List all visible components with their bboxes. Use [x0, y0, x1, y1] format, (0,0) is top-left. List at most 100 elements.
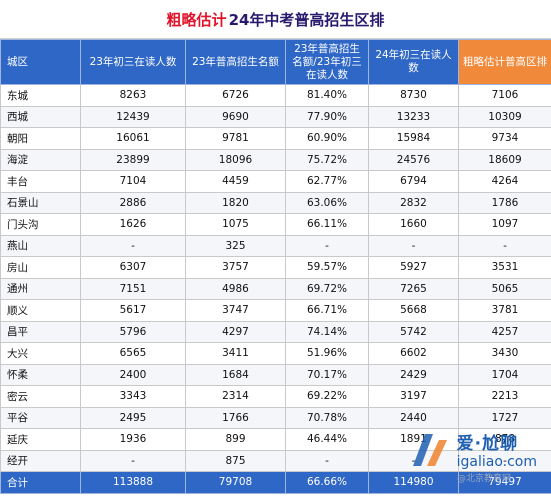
cell-estimate: - [458, 234, 551, 257]
cell-23-quota: 4297 [185, 320, 286, 343]
cell-24-students: 5668 [368, 299, 459, 322]
cell-24-students: 15984 [368, 127, 459, 150]
cell-estimate: 4257 [458, 320, 551, 343]
cell-ratio: 63.06% [285, 191, 369, 214]
cell-estimate: 7106 [458, 84, 551, 107]
total-row: 合计 113888 79708 66.66% 114980 79497 [0, 471, 551, 494]
cell-23-quota: 4459 [185, 170, 286, 193]
cell-23-quota: 3757 [185, 256, 286, 279]
cell-23-quota: 875 [185, 449, 286, 472]
cell-23-students: 1936 [80, 428, 186, 451]
table-body: 东城 8263 6726 81.40% 8730 7106 西城 12439 9690 77.90… [0, 84, 551, 494]
cell-ratio: 70.78% [285, 406, 369, 429]
table-row: 平谷 2495 1766 70.78% 2440 1727 [0, 406, 551, 429]
cell-estimate: 3781 [458, 299, 551, 322]
cell-district: 门头沟 [0, 213, 81, 236]
cell-23-students: - [80, 234, 186, 257]
table-row: 经开 -875- - - [0, 449, 551, 472]
title-rest: 24年中考普高招生区排 [228, 10, 385, 29]
table-row: 西城 12439 9690 77.90% 13233 10309 [0, 105, 551, 128]
header-24-students: 24年初三在读人数 [368, 39, 459, 85]
cell-estimate: 1727 [458, 406, 551, 429]
cell-ratio: 59.57% [285, 256, 369, 279]
cell-23-quota: 1075 [185, 213, 286, 236]
page-title: 粗略估计 24年中考普高招生区排 [0, 0, 551, 39]
cell-23-students: 5617 [80, 299, 186, 322]
cell-24-students: 7265 [368, 277, 459, 300]
table-row: 大兴 6565 3411 51.96% 6602 3430 [0, 342, 551, 365]
cell-23-students: 12439 [80, 105, 186, 128]
header-ratio: 23年普高招生名额/23年初三在读人数 [285, 39, 369, 85]
cell-ratio: 51.96% [285, 342, 369, 365]
table-row: 房山 6307 3757 59.57% 5927 3531 [0, 256, 551, 279]
cell-24-students: 2429 [368, 363, 459, 386]
cell-24-students: 6794 [368, 170, 459, 193]
cell-24-students: 3197 [368, 385, 459, 408]
cell-23-students: 8263 [80, 84, 186, 107]
header-23-students: 23年初三在读人数 [80, 39, 186, 85]
cell-24-students: 6602 [368, 342, 459, 365]
cell-23-quota: 1684 [185, 363, 286, 386]
table-row: 通州 7151 4986 69.72% 7265 5065 [0, 277, 551, 300]
cell-ratio: 77.90% [285, 105, 369, 128]
total-cell-district: 合计 [0, 471, 81, 494]
cell-23-students: 5796 [80, 320, 186, 343]
cell-district: 昌平 [0, 320, 81, 343]
table-row: 丰台 7104 4459 62.77% 6794 4264 [0, 170, 551, 193]
cell-23-students: 16061 [80, 127, 186, 150]
cell-district: 西城 [0, 105, 81, 128]
cell-ratio: 70.17% [285, 363, 369, 386]
cell-ratio: 69.72% [285, 277, 369, 300]
cell-ratio: 66.71% [285, 299, 369, 322]
cell-23-students: 7104 [80, 170, 186, 193]
cell-district: 东城 [0, 84, 81, 107]
table-row: 顺义 5617 3747 66.71% 5668 3781 [0, 299, 551, 322]
title-highlight: 粗略估计 [166, 10, 227, 29]
cell-24-students: 1660 [368, 213, 459, 236]
table-row: 昌平 5796 4297 74.14% 5742 4257 [0, 320, 551, 343]
cell-district: 怀柔 [0, 363, 81, 386]
cell-ratio: 60.90% [285, 127, 369, 150]
cell-ratio: 75.72% [285, 148, 369, 171]
cell-estimate: - [458, 449, 551, 472]
cell-23-students: 2886 [80, 191, 186, 214]
header-23-quota: 23年普高招生名额 [185, 39, 286, 85]
header-estimate: 粗略估计普高区排 [458, 39, 551, 85]
cell-district: 燕山 [0, 234, 81, 257]
cell-24-students: 5927 [368, 256, 459, 279]
cell-24-students: 1891 [368, 428, 459, 451]
cell-district: 平谷 [0, 406, 81, 429]
cell-ratio: 74.14% [285, 320, 369, 343]
cell-estimate: 1704 [458, 363, 551, 386]
cell-23-quota: 9781 [185, 127, 286, 150]
cell-23-quota: 325 [185, 234, 286, 257]
cell-estimate: 2213 [458, 385, 551, 408]
cell-district: 通州 [0, 277, 81, 300]
cell-23-quota: 2314 [185, 385, 286, 408]
table-row: 石景山 2886 1820 63.06% 2832 1786 [0, 191, 551, 214]
cell-23-quota: 4986 [185, 277, 286, 300]
cell-estimate: 18609 [458, 148, 551, 171]
cell-ratio: 81.40% [285, 84, 369, 107]
cell-district: 大兴 [0, 342, 81, 365]
table-row: 延庆 1936 899 46.44% 1891 878 [0, 428, 551, 451]
cell-24-students: - [368, 234, 459, 257]
cell-23-students: 2400 [80, 363, 186, 386]
total-cell-23-quota: 79708 [185, 471, 286, 494]
total-cell-ratio: 66.66% [285, 471, 369, 494]
cell-estimate: 10309 [458, 105, 551, 128]
cell-24-students: 2440 [368, 406, 459, 429]
cell-district: 海淀 [0, 148, 81, 171]
cell-23-students: 6565 [80, 342, 186, 365]
cell-ratio: - [285, 234, 369, 257]
table-row: 海淀 23899 18096 75.72% 24576 18609 [0, 148, 551, 171]
cell-23-quota: 18096 [185, 148, 286, 171]
cell-district: 丰台 [0, 170, 81, 193]
cell-district: 房山 [0, 256, 81, 279]
cell-23-students: 1626 [80, 213, 186, 236]
cell-district: 延庆 [0, 428, 81, 451]
cell-ratio: 69.22% [285, 385, 369, 408]
total-cell-24-students: 114980 [368, 471, 459, 494]
cell-district: 石景山 [0, 191, 81, 214]
cell-23-students: - [80, 449, 186, 472]
